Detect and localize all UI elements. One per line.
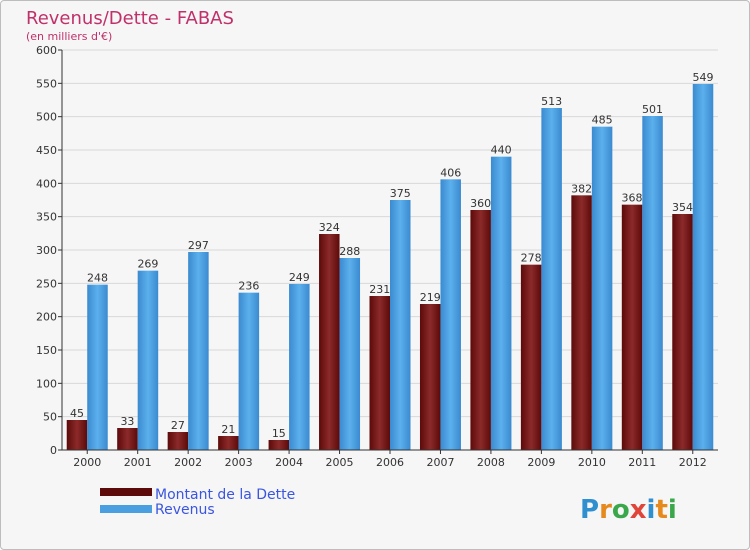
data-label: 382 <box>571 182 592 195</box>
y-tick-label: 500 <box>36 111 57 124</box>
svg-text:Proxiti: Proxiti <box>580 495 677 525</box>
data-label: 21 <box>221 423 235 436</box>
y-tick-label: 450 <box>36 144 57 157</box>
y-tick-label: 200 <box>36 311 57 324</box>
bar-dette <box>319 234 340 450</box>
y-tick-label: 600 <box>36 44 57 57</box>
x-tick-label: 2000 <box>73 456 101 469</box>
data-label: 248 <box>87 272 108 285</box>
bar-dette <box>66 420 88 450</box>
bar-revenus <box>238 292 260 450</box>
data-label: 354 <box>672 201 693 214</box>
proxiti-logo: Proxiti <box>580 495 677 525</box>
bar-dette <box>520 264 542 450</box>
data-label: 15 <box>272 427 286 440</box>
bar-revenus <box>390 200 411 450</box>
bar-revenus <box>440 179 461 451</box>
y-tick-label: 300 <box>36 244 57 257</box>
data-label: 33 <box>120 415 134 428</box>
bar-dette <box>268 440 290 450</box>
y-axis: 0 50 100 150 200 250 300 350 400 450 500 550 600 <box>36 44 62 457</box>
chart-title: Revenus/Dette - FABAS <box>26 8 234 29</box>
data-label: 249 <box>289 271 310 284</box>
data-label: 269 <box>137 258 158 271</box>
bar-dette <box>167 432 189 450</box>
data-label: 288 <box>339 245 360 258</box>
x-tick-label: 2002 <box>174 456 202 469</box>
legend-swatch-debt <box>100 488 152 496</box>
data-label: 231 <box>369 283 390 296</box>
data-label: 219 <box>420 291 441 304</box>
data-label: 513 <box>541 95 562 108</box>
bar-revenus <box>289 284 310 450</box>
x-tick-label: 2005 <box>326 456 354 469</box>
bar-dette <box>117 428 138 450</box>
bar-dette <box>621 204 643 450</box>
data-label: 549 <box>693 71 714 84</box>
x-tick-label: 2011 <box>628 456 656 469</box>
y-tick-label: 150 <box>36 344 57 357</box>
bar-dette <box>672 214 693 450</box>
y-tick-label: 550 <box>36 77 57 90</box>
legend-label-debt: Montant de la Dette <box>155 487 295 503</box>
y-tick-label: 350 <box>36 211 57 224</box>
bar-dette <box>419 304 441 450</box>
bar-revenus <box>541 108 562 450</box>
legend: Montant de la Dette Revenus <box>100 487 295 518</box>
bar-dette <box>218 436 239 450</box>
data-label: 375 <box>390 187 411 200</box>
data-label: 278 <box>521 252 542 265</box>
y-tick-label: 50 <box>43 411 57 424</box>
data-label: 45 <box>70 407 84 420</box>
data-label: 485 <box>592 114 613 127</box>
bar-revenus <box>692 84 714 450</box>
x-tick-label: 2008 <box>477 456 505 469</box>
x-tick-label: 2001 <box>124 456 152 469</box>
bar-revenus <box>339 258 361 450</box>
bar-revenus <box>591 126 613 451</box>
bars <box>66 84 714 451</box>
bar-revenus <box>137 270 159 450</box>
data-label: 297 <box>188 239 209 252</box>
bar-dette <box>470 210 491 450</box>
bar-dette <box>571 195 592 450</box>
x-tick-label: 2009 <box>527 456 555 469</box>
x-tick-label: 2006 <box>376 456 404 469</box>
legend-swatch-revenus <box>100 505 152 513</box>
y-tick-label: 250 <box>36 277 57 290</box>
x-tick-label: 2012 <box>679 456 707 469</box>
data-label: 27 <box>171 419 185 432</box>
bar-dette <box>369 296 390 450</box>
bar-revenus <box>642 116 663 450</box>
chart-subtitle: (en milliers d'€) <box>26 30 112 43</box>
data-label: 440 <box>491 144 512 157</box>
data-labels: 45 248 33 269 27 297 21 236 15 249 324 288 231 375 219… <box>70 71 714 440</box>
x-tick-label: 2010 <box>578 456 606 469</box>
bar-revenus <box>87 284 108 450</box>
x-axis: 2000 2001 2002 2003 2004 2005 2006 2007 2008 2009… <box>73 450 707 469</box>
data-label: 368 <box>622 192 643 205</box>
y-tick-label: 400 <box>36 177 57 190</box>
x-tick-label: 2003 <box>225 456 253 469</box>
x-tick-label: 2004 <box>275 456 303 469</box>
data-label: 236 <box>238 280 259 293</box>
data-label: 406 <box>440 166 461 179</box>
legend-label-revenus: Revenus <box>155 502 215 518</box>
bar-revenus <box>188 252 209 450</box>
x-tick-label: 2007 <box>426 456 454 469</box>
y-tick-label: 100 <box>36 377 57 390</box>
data-label: 501 <box>642 103 663 116</box>
data-label: 324 <box>319 221 340 234</box>
y-tick-label: 0 <box>50 444 57 457</box>
data-label: 360 <box>470 197 491 210</box>
bar-revenus <box>490 156 512 450</box>
